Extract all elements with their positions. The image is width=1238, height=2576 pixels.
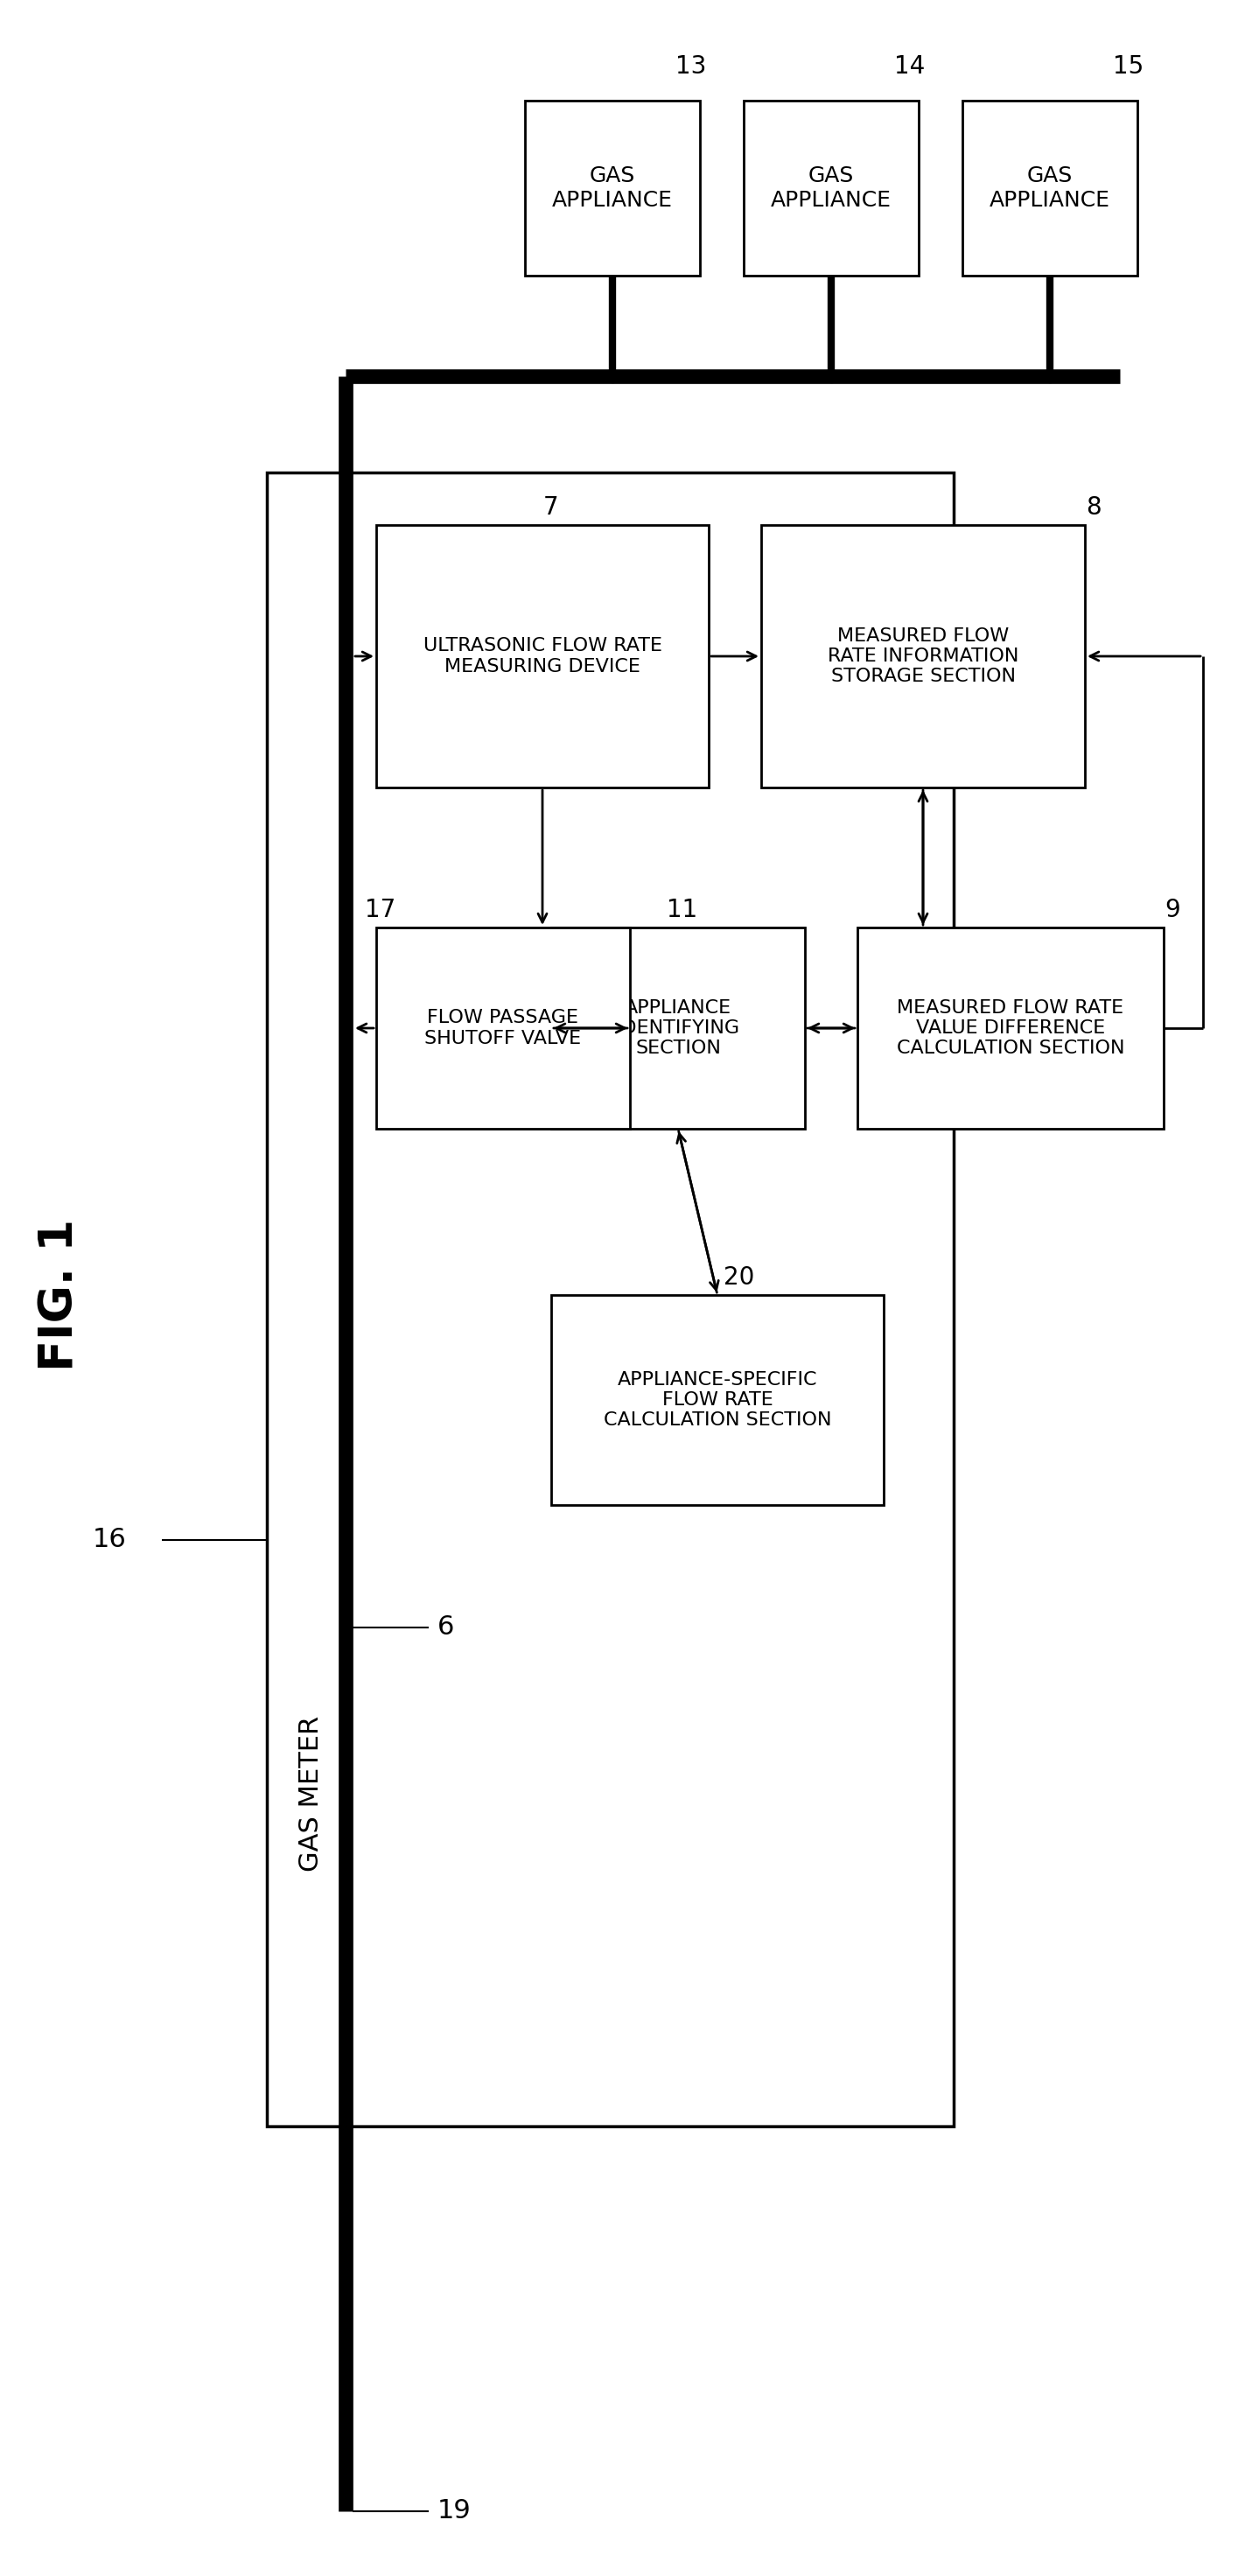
Text: 7: 7 [543,495,558,520]
Text: 6: 6 [437,1615,454,1641]
Text: 8: 8 [1086,495,1102,520]
Text: 19: 19 [437,2499,472,2524]
Text: GAS
APPLIANCE: GAS APPLIANCE [771,165,891,211]
Bar [525,100,699,276]
Bar [376,927,630,1128]
Text: APPLIANCE-SPECIFIC
FLOW RATE
CALCULATION SECTION: APPLIANCE-SPECIFIC FLOW RATE CALCULATION… [603,1370,832,1430]
Text: 11: 11 [667,899,698,922]
Text: FLOW PASSAGE
SHUTOFF VALVE: FLOW PASSAGE SHUTOFF VALVE [425,1010,582,1046]
Text: 13: 13 [676,54,707,80]
Text: GAS
APPLIANCE: GAS APPLIANCE [989,165,1110,211]
Bar [551,927,805,1128]
Text: 15: 15 [1113,54,1144,80]
Bar [744,100,919,276]
Bar [858,927,1164,1128]
Bar [551,1296,884,1504]
Text: 9: 9 [1165,899,1180,922]
Text: MEASURED FLOW RATE
VALUE DIFFERENCE
CALCULATION SECTION: MEASURED FLOW RATE VALUE DIFFERENCE CALC… [896,999,1124,1056]
Text: 16: 16 [93,1528,126,1553]
Bar [376,526,708,788]
Text: ULTRASONIC FLOW RATE
MEASURING DEVICE: ULTRASONIC FLOW RATE MEASURING DEVICE [423,636,662,675]
Text: 20: 20 [724,1265,755,1291]
Bar [962,100,1138,276]
Text: GAS METER: GAS METER [298,1716,323,1873]
Text: 14: 14 [895,54,925,80]
Text: 17: 17 [365,899,396,922]
Text: MEASURED FLOW
RATE INFORMATION
STORAGE SECTION: MEASURED FLOW RATE INFORMATION STORAGE S… [827,626,1019,685]
Bar [761,526,1084,788]
Text: APPLIANCE
IDENTIFYING
SECTION: APPLIANCE IDENTIFYING SECTION [617,999,740,1056]
Text: FIG. 1: FIG. 1 [37,1218,82,1370]
Bar [267,471,953,2125]
Text: GAS
APPLIANCE: GAS APPLIANCE [552,165,672,211]
